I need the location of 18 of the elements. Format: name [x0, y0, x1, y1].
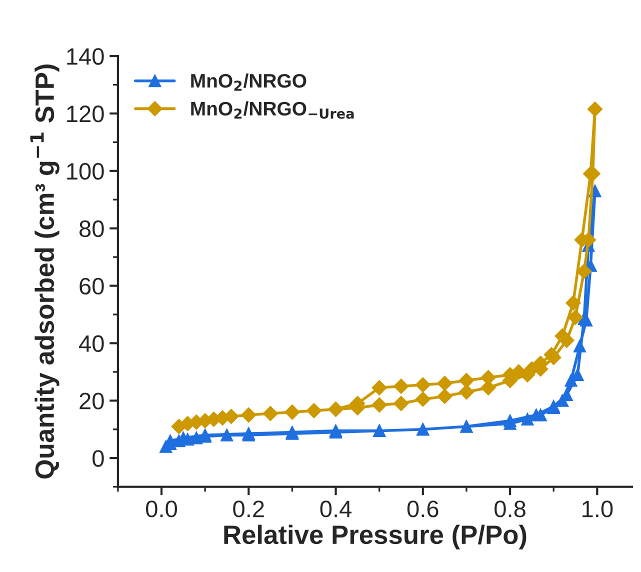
x-axis-title: Relative Pressure (P/Po) — [224, 524, 526, 550]
x-tick-label: 0.4 — [320, 500, 352, 518]
legend-label: MnO$_{2}$/NRGO$_{−Urea}$ — [191, 101, 354, 119]
y-tick-label: 0 — [92, 450, 104, 467]
x-tick-label: 0.2 — [233, 500, 264, 518]
legend-label: MnO$_{2}$/NRGO — [191, 73, 306, 91]
x-tick-label: 0.6 — [407, 500, 438, 518]
x-tick-label: 1.0 — [582, 500, 613, 518]
y-tick-label: 60 — [80, 278, 104, 295]
y-tick-label: 140 — [67, 48, 104, 65]
x-tick-label: 0.0 — [146, 500, 177, 518]
y-tick-label: 80 — [80, 220, 104, 238]
y-axis-title: Quantity adsorbed (cm³ g$^{−1}$ STP) — [30, 64, 60, 479]
y-tick-label: 120 — [67, 106, 104, 122]
y-tick-label: 100 — [67, 162, 104, 180]
y-tick-label: 40 — [79, 335, 104, 352]
y-tick-label: 20 — [80, 392, 104, 410]
x-tick-label: 0.8 — [494, 500, 526, 518]
